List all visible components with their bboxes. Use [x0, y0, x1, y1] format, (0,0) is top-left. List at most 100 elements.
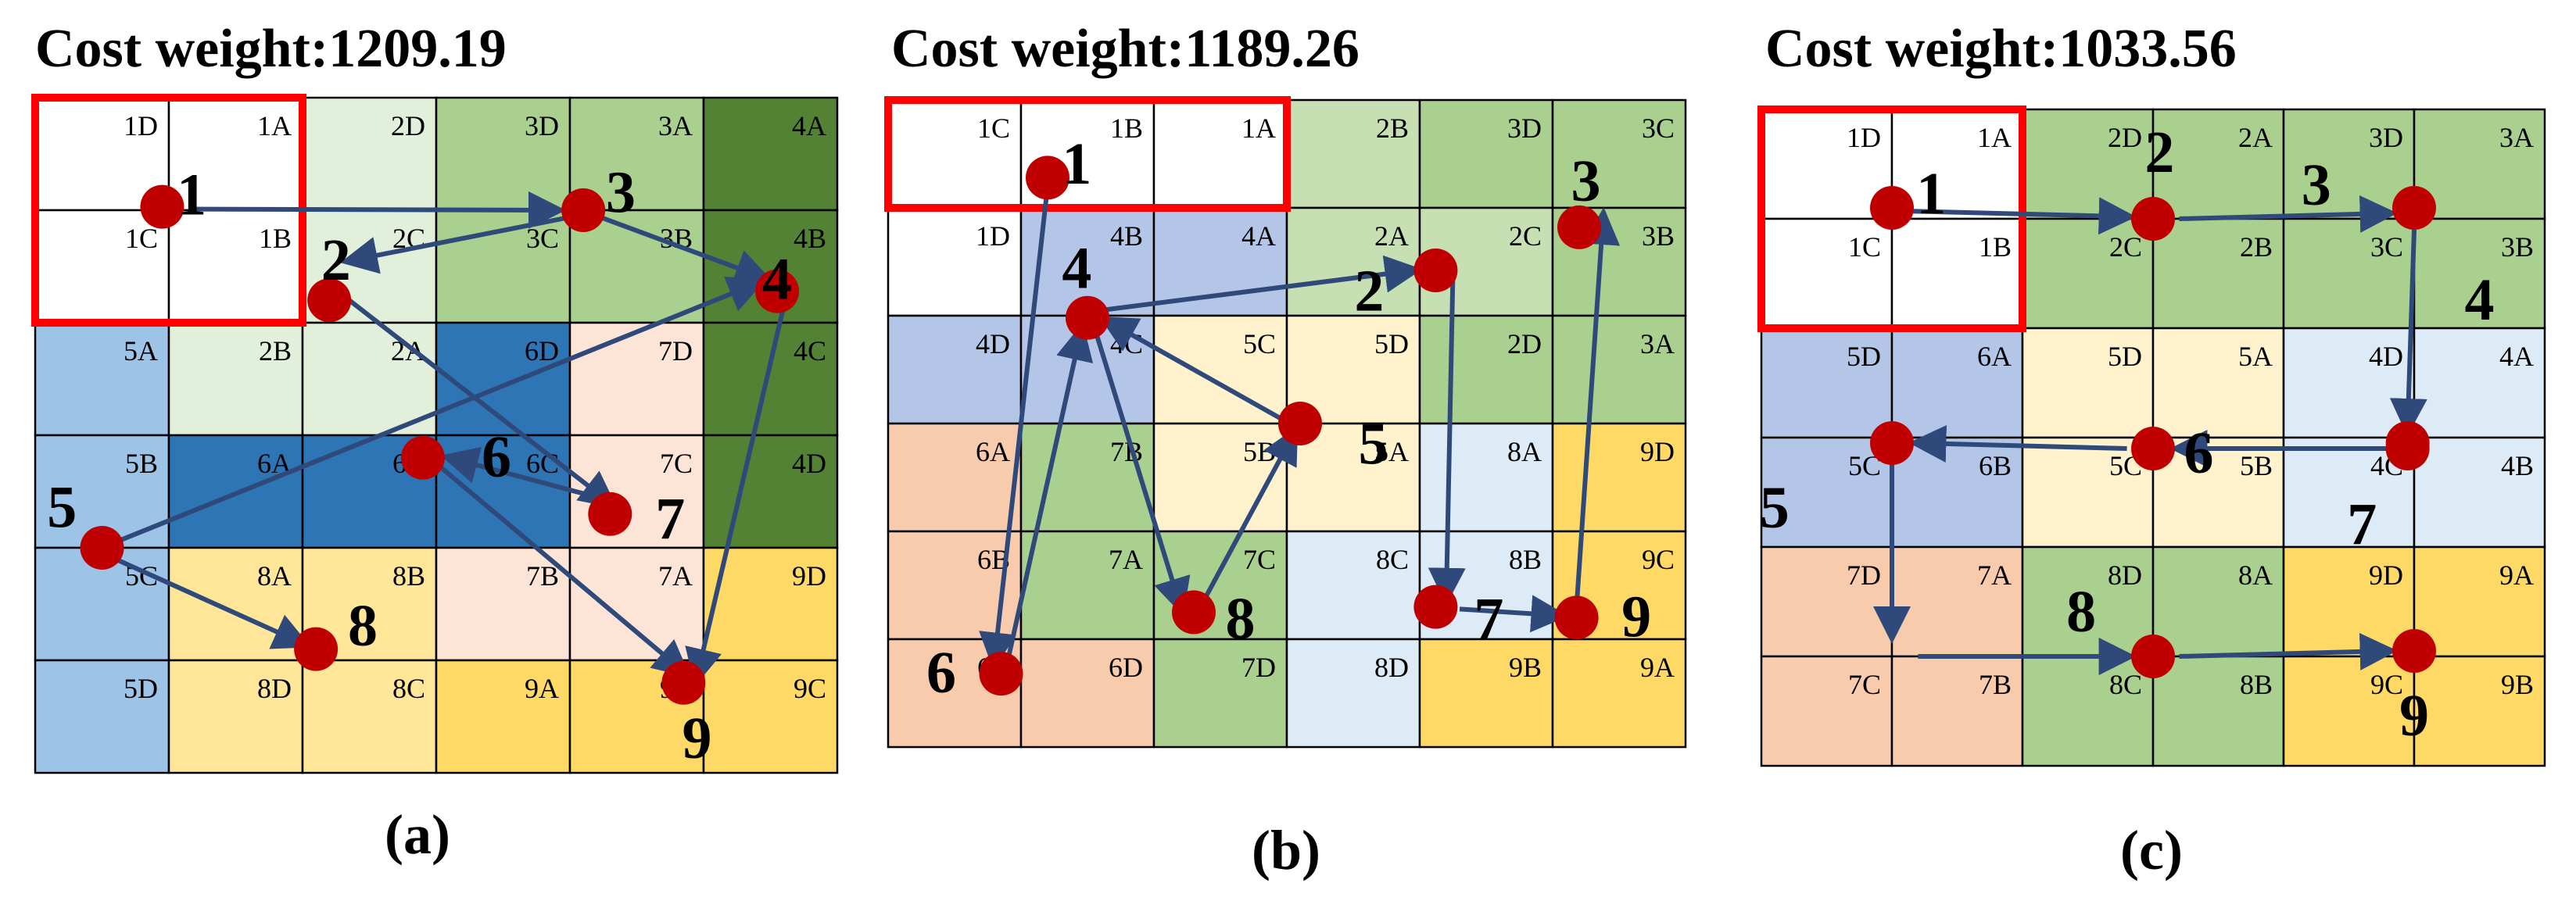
waypoint-dot — [307, 278, 352, 323]
cell-label: 8A — [2238, 560, 2273, 591]
cell-label: 4B — [794, 223, 826, 254]
waypoint-number: 7 — [655, 486, 685, 552]
path-arrow — [188, 191, 566, 229]
cell-label: 5C — [1243, 328, 1276, 359]
grid-cell — [1152, 638, 1288, 749]
panel-caption: (a) — [385, 803, 450, 866]
waypoint-number: 3 — [1571, 148, 1601, 214]
path-arrow — [979, 186, 1050, 670]
cell-label: 7C — [660, 448, 693, 479]
grid-cell — [1760, 217, 1893, 330]
grid-cell — [2151, 217, 2285, 330]
cell-label: 5A — [124, 335, 158, 366]
cell-label: 8D — [2108, 560, 2142, 591]
waypoint-dot — [979, 652, 1023, 696]
cell-label: 1D — [976, 220, 1010, 252]
grid-cell — [702, 659, 839, 774]
cell-label: 1D — [1847, 122, 1881, 153]
cell-label: 1D — [124, 110, 158, 141]
cell-label: 8D — [257, 673, 292, 704]
cell-label: 3A — [1640, 328, 1675, 359]
waypoint-dot — [1554, 595, 1599, 640]
cell-label: 5A — [2238, 341, 2273, 372]
waypoint-number: 9 — [682, 706, 711, 771]
grid-cell — [301, 96, 438, 212]
waypoint-number: 2 — [321, 227, 351, 293]
start-region-highlight — [884, 96, 1291, 212]
cell-label: 5D — [1847, 341, 1881, 372]
cell-label: 4B — [1110, 220, 1143, 252]
waypoint-dot — [2392, 186, 2436, 230]
grid-cell — [2021, 327, 2155, 439]
waypoint-number: 5 — [1760, 475, 1790, 541]
panel-b: Cost weight:1189.26 1C 1B 1A 2B 3D 3C 1D 4B 4A 2A… — [884, 19, 1687, 881]
waypoint-dot — [1172, 590, 1216, 635]
grid-cell — [2282, 217, 2416, 330]
cell-label: 9B — [2501, 669, 2534, 700]
cell-label: 3A — [658, 110, 693, 141]
grid-cell — [702, 96, 839, 212]
waypoint-dot — [755, 269, 800, 313]
cell-label: 7A — [1109, 544, 1143, 575]
path-arrow — [348, 298, 618, 509]
waypoint-dot — [1026, 156, 1069, 200]
cell-label: 9A — [1640, 652, 1675, 683]
path-arrow — [1005, 322, 1094, 662]
cell-label: 1B — [1110, 113, 1143, 144]
cell-label: 7B — [526, 560, 559, 592]
waypoint-dot — [661, 660, 706, 705]
cost-weight-label: Cost weight: — [1765, 19, 2058, 79]
waypoint-number: 1 — [1916, 161, 1946, 227]
grid-cell — [1890, 545, 2024, 658]
panel-caption: (c) — [2120, 819, 2183, 881]
panel-caption: (b) — [1252, 819, 1320, 881]
grid-cell — [1760, 327, 1893, 439]
cell-label: 3C — [1642, 113, 1675, 144]
cost-weight-value: 1189.26 — [1184, 19, 1360, 79]
waypoint-number: 6 — [926, 640, 956, 706]
waypoint-dot — [2392, 629, 2436, 673]
waypoint-number: 5 — [47, 475, 77, 541]
path-arrow — [340, 213, 578, 274]
cell-label: 4D — [2369, 341, 2403, 372]
grid-cell — [1285, 638, 1421, 749]
cost-weight-title: Cost weight:1209.19 — [35, 19, 507, 79]
cell-label: 2C — [2109, 231, 2142, 263]
waypoint-dot — [400, 435, 445, 480]
path-arrow — [685, 305, 786, 687]
waypoint-number: 3 — [2302, 152, 2331, 218]
cell-label: 1C — [977, 113, 1010, 144]
path-arrow — [1574, 207, 1621, 607]
waypoint-dot — [1413, 248, 1458, 293]
cell-label: 5D — [124, 673, 158, 704]
cell-label: 2A — [2238, 122, 2273, 153]
cell-label: 2B — [259, 335, 292, 366]
cell-label: 2A — [391, 335, 425, 366]
grid-cell — [34, 659, 170, 774]
waypoint-number: 7 — [2347, 492, 2377, 557]
cell-label: 9D — [2369, 560, 2403, 591]
path-arrow — [1459, 595, 1569, 633]
start-region-highlight — [1757, 105, 2026, 332]
cell-label: 3C — [526, 223, 559, 254]
grid-cell — [702, 321, 839, 437]
grid-cell — [167, 96, 304, 212]
grid-cell — [435, 659, 571, 774]
cell-label: 5A — [1374, 436, 1409, 467]
cell-label: 8A — [257, 560, 292, 592]
grid-cell — [167, 209, 304, 324]
grid-cell — [1760, 655, 1893, 767]
cell-label: 8A — [1507, 436, 1542, 467]
cell-label: 4B — [2501, 450, 2534, 481]
cost-weight-label: Cost weight: — [891, 19, 1184, 79]
cell-label: 9A — [525, 673, 559, 704]
cell-label: 8D — [1374, 652, 1409, 683]
waypoint-dot — [140, 184, 185, 229]
cell-label: 7D — [1847, 560, 1881, 591]
cell-label: 6A — [1977, 341, 2012, 372]
cell-label: 7D — [1241, 652, 1276, 683]
path-arrow — [114, 276, 766, 545]
